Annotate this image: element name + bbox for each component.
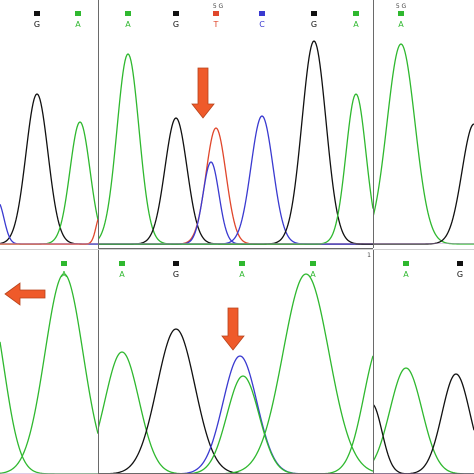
trace-g-peak: [98, 40, 373, 245]
base-call-marker-a: [119, 261, 125, 266]
base-call-marker-a: [239, 261, 245, 266]
base-call-label-a: A: [119, 270, 125, 279]
trace-g-peak: [98, 328, 373, 474]
base-call-label-c: C: [259, 20, 265, 29]
trace-t-edge-peak: [0, 219, 98, 245]
base-call-marker-g: [311, 11, 317, 16]
trace-t-peak-mutation: [98, 127, 373, 245]
trace-a-peak: [98, 351, 373, 474]
base-call-marker-g: [173, 261, 179, 266]
base-call-label-g: G: [173, 20, 179, 29]
base-call-label-g: G: [457, 270, 463, 279]
base-call-label-g: G: [34, 20, 40, 29]
arrow-bottom-heterozygous-peak-icon: [221, 307, 245, 351]
trace-a-edge-peak: [0, 341, 98, 474]
arrow-bottom-left-icon: [4, 282, 46, 306]
trace-g-edge-peak: [373, 403, 474, 474]
base-call-marker-a: [61, 261, 67, 266]
base-call-marker-a: [353, 11, 359, 16]
trace-g-edge-peak: [373, 123, 474, 245]
panel-header-text: 5 G: [213, 3, 224, 10]
base-call-label-g: G: [173, 270, 179, 279]
base-call-label-t: T: [213, 20, 219, 29]
trace-a-peak: [98, 53, 373, 245]
base-call-label-a: A: [403, 270, 409, 279]
base-call-label-a: A: [125, 20, 131, 29]
trace-a-peak: [0, 273, 98, 474]
panel-corner-mark: 1: [367, 252, 371, 259]
base-call-label-g: G: [311, 20, 317, 29]
base-call-marker-g: [34, 11, 40, 16]
base-call-label-a: A: [61, 270, 67, 279]
trace-a-peak: [373, 367, 474, 474]
panel-header-text: 5 G: [396, 3, 407, 10]
trace-a-peak-mutation: [98, 375, 373, 474]
trace-a-peak: [98, 93, 373, 245]
base-call-marker-a: [75, 11, 81, 16]
base-call-marker-a: [125, 11, 131, 16]
base-call-marker-g: [173, 11, 179, 16]
base-call-marker-a: [403, 261, 409, 266]
base-call-marker-t: [213, 11, 219, 16]
base-call-label-a: A: [353, 20, 359, 29]
base-call-label-a: A: [398, 20, 404, 29]
trace-g-peak: [373, 373, 474, 474]
base-call-marker-c: [259, 11, 265, 16]
trace-a-peak: [373, 43, 474, 245]
trace-a-edge-peak: [98, 355, 373, 474]
base-call-label-a: A: [239, 270, 245, 279]
trace-c-peak-mutation: [98, 355, 373, 474]
arrow-top-heterozygous-peak-icon: [191, 67, 215, 119]
trace-g-peak: [0, 93, 98, 245]
base-call-marker-a: [398, 11, 404, 16]
base-call-marker-a: [310, 261, 316, 266]
trace-a-peak: [98, 273, 373, 474]
base-call-marker-g: [457, 261, 463, 266]
base-call-label-a: A: [75, 20, 81, 29]
base-call-label-a: A: [310, 270, 316, 279]
